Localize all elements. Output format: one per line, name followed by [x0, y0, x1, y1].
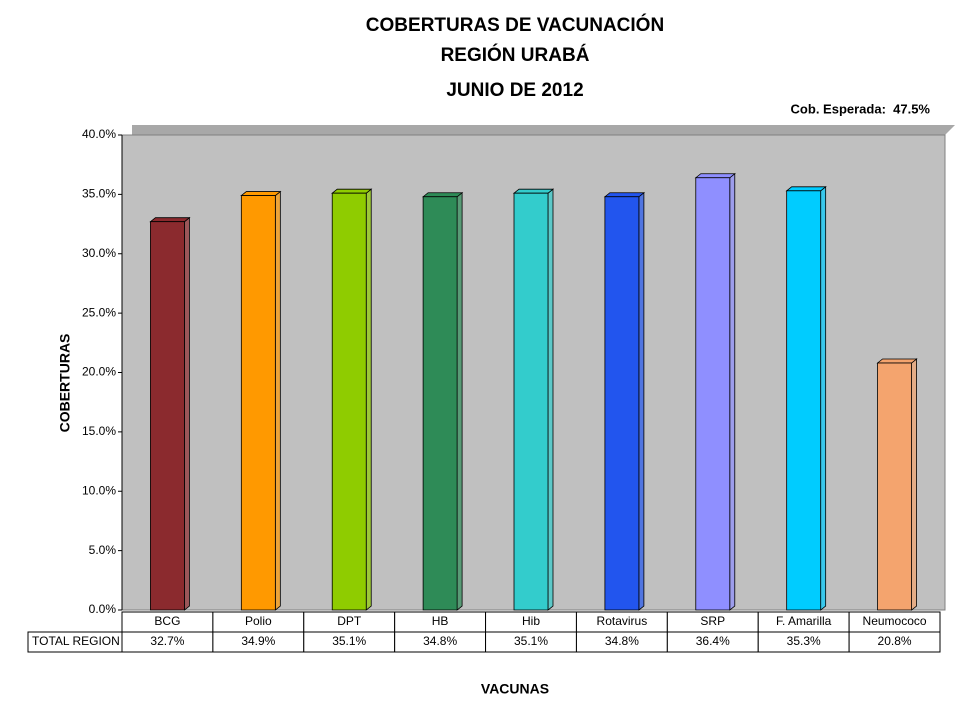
- x-tick-label: Polio: [245, 614, 272, 628]
- value-label: 34.8%: [605, 634, 639, 648]
- x-tick-label: Hib: [522, 614, 540, 628]
- y-axis-label: COBERTURAS: [57, 334, 73, 433]
- x-tick-label: BCG: [154, 614, 180, 628]
- x-tick-label: HB: [432, 614, 449, 628]
- bar-top: [149, 217, 191, 223]
- bar-top: [603, 192, 646, 198]
- y-tick-label: 25.0%: [82, 305, 116, 319]
- value-label: 35.3%: [787, 634, 821, 648]
- y-tick-label: 0.0%: [89, 602, 117, 616]
- bar: [150, 221, 185, 611]
- bar: [695, 177, 731, 611]
- value-label: 34.8%: [423, 634, 457, 648]
- bar: [331, 192, 367, 611]
- x-tick-label: SRP: [700, 614, 725, 628]
- bar-top: [785, 186, 827, 192]
- chart-title: JUNIO DE 2012: [446, 80, 583, 101]
- bar-side: [547, 188, 554, 611]
- bar: [240, 195, 276, 611]
- annotation: Cob. Esperada: 47.5%: [791, 101, 931, 116]
- bar: [604, 196, 640, 611]
- y-tick-label: 40.0%: [82, 127, 116, 141]
- value-label: 32.7%: [150, 634, 184, 648]
- bar-side: [911, 358, 917, 611]
- bar-side: [729, 172, 736, 611]
- bar-side: [638, 191, 645, 611]
- bar-top: [421, 192, 464, 198]
- bar-top: [331, 188, 373, 194]
- y-tick-label: 20.0%: [82, 365, 116, 379]
- value-label: 36.4%: [696, 634, 730, 648]
- x-tick-label: F. Amarilla: [776, 614, 832, 628]
- y-tick-label: 15.0%: [82, 424, 116, 438]
- y-tick-label: 35.0%: [82, 187, 116, 201]
- table-row-label: TOTAL REGION: [32, 634, 120, 648]
- value-label: 20.8%: [878, 634, 912, 648]
- bar-side: [274, 190, 281, 611]
- bar-side: [456, 191, 463, 611]
- x-tick-label: Rotavirus: [597, 614, 648, 628]
- bar-top: [876, 358, 918, 364]
- y-tick-label: 30.0%: [82, 246, 116, 260]
- bar-side: [184, 216, 190, 611]
- bar: [786, 190, 822, 611]
- bar-top: [694, 173, 736, 179]
- bar: [877, 362, 912, 611]
- y-tick-label: 5.0%: [89, 543, 117, 557]
- bar-side: [820, 185, 827, 611]
- y-tick-label: 10.0%: [82, 483, 116, 497]
- chart-title: REGIÓN URABÁ: [441, 44, 590, 66]
- value-label: 34.9%: [241, 634, 275, 648]
- bar-side: [365, 188, 372, 611]
- x-tick-label: Neumococo: [863, 614, 927, 628]
- table-cell: [848, 631, 941, 653]
- chart-title: COBERTURAS DE VACUNACIÓN: [366, 14, 664, 36]
- bar: [513, 192, 549, 611]
- value-label: 35.1%: [514, 634, 548, 648]
- x-axis-label: VACUNAS: [481, 681, 549, 697]
- bar-top: [240, 191, 282, 196]
- bar-top: [512, 188, 555, 194]
- x-tick-label: DPT: [337, 614, 362, 628]
- value-label: 35.1%: [332, 634, 366, 648]
- bar: [422, 196, 458, 611]
